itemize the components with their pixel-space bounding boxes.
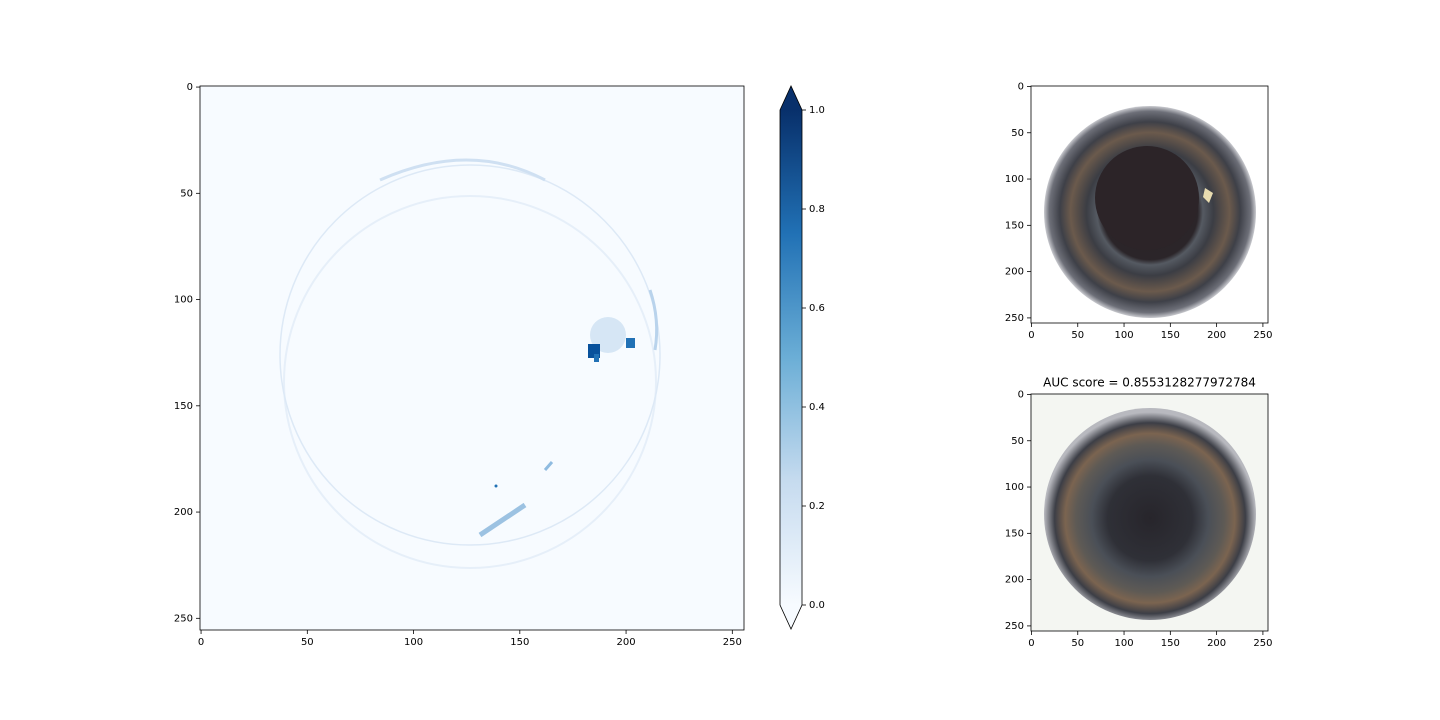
colorbar-tick-label: 0.6: [809, 303, 825, 314]
y-tick-label: 50: [180, 188, 193, 199]
y-tick-label: 100: [1005, 482, 1024, 493]
y-tick-label: 100: [1005, 174, 1024, 185]
x-tick-label: 250: [1253, 638, 1272, 649]
y-tick-label: 200: [1005, 267, 1024, 278]
x-tick-label: 100: [1114, 330, 1133, 341]
y-tick-label: 200: [1005, 575, 1024, 586]
colorbar-extend-max: [780, 86, 802, 110]
x-tick-label: 150: [510, 637, 529, 648]
axes-frame: [199, 85, 745, 631]
colorbar-extend-min: [780, 605, 802, 629]
colorbar-tick-label: 0.8: [809, 204, 825, 215]
y-tick-label: 250: [1005, 621, 1024, 632]
x-tick-label: 0: [1028, 638, 1034, 649]
colorbar: [780, 110, 802, 605]
x-tick-label: 200: [1207, 638, 1226, 649]
x-tick-label: 100: [1114, 638, 1133, 649]
colorbar-tick-label: 1.0: [809, 105, 825, 116]
x-tick-label: 200: [1207, 330, 1226, 341]
x-tick-label: 50: [1071, 638, 1084, 649]
y-tick-label: 0: [1018, 389, 1024, 400]
x-tick-label: 200: [617, 637, 636, 648]
axes-frame: [1030, 85, 1269, 324]
axes-title: AUC score = 0.8553128277972784: [1043, 376, 1256, 390]
x-tick-label: 50: [1071, 330, 1084, 341]
y-tick-label: 150: [1005, 220, 1024, 231]
x-tick-label: 150: [1161, 330, 1180, 341]
heatmap-image: [200, 86, 744, 630]
x-tick-label: 0: [198, 637, 204, 648]
y-tick-label: 0: [1018, 81, 1024, 92]
photo-image: [1031, 86, 1268, 323]
colorbar-tick-label: 0.4: [809, 402, 825, 413]
axes-frame: [1030, 393, 1269, 632]
colorbar-tick-label: 0.0: [809, 600, 825, 611]
y-tick-label: 200: [174, 507, 193, 518]
x-tick-label: 100: [404, 637, 423, 648]
y-tick-label: 150: [174, 401, 193, 412]
x-tick-label: 0: [1028, 330, 1034, 341]
x-tick-label: 50: [301, 637, 314, 648]
colorbar-tick-label: 0.2: [809, 501, 825, 512]
x-tick-label: 250: [723, 637, 742, 648]
x-tick-label: 250: [1253, 330, 1272, 341]
x-tick-label: 150: [1161, 638, 1180, 649]
y-tick-label: 100: [174, 295, 193, 306]
y-tick-label: 250: [174, 613, 193, 624]
y-tick-label: 50: [1011, 436, 1024, 447]
y-tick-label: 250: [1005, 313, 1024, 324]
y-tick-label: 0: [187, 82, 193, 93]
y-tick-label: 50: [1011, 128, 1024, 139]
y-tick-label: 150: [1005, 528, 1024, 539]
reconstruction-image: [1031, 394, 1268, 631]
